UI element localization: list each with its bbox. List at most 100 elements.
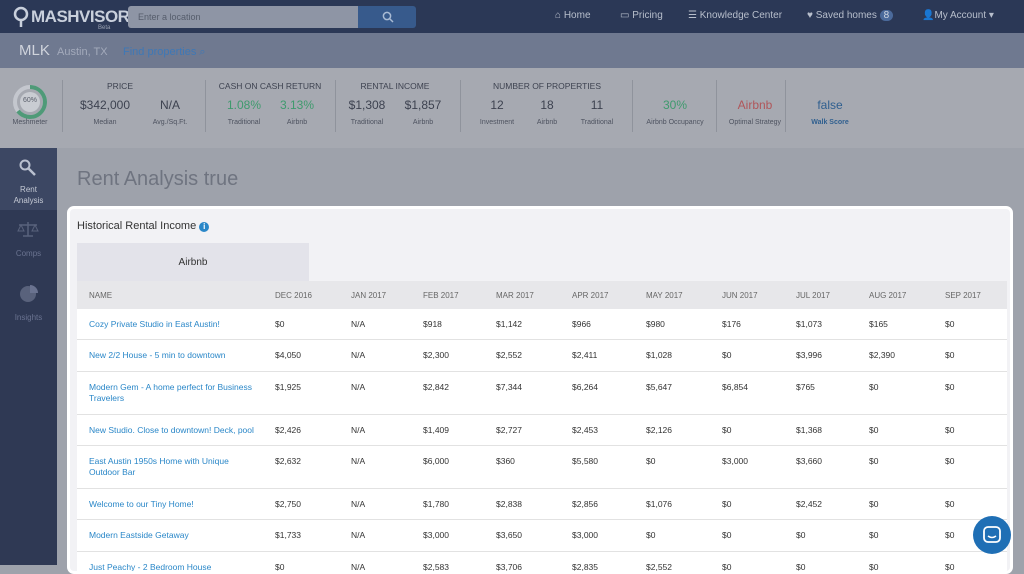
- table-cell: $0: [869, 456, 879, 466]
- table-cell: N/A: [351, 425, 366, 435]
- table-cell: $0: [945, 499, 955, 509]
- stat-value: 30%: [662, 98, 688, 112]
- search-input[interactable]: Enter a location: [128, 6, 358, 28]
- table-cell: $0: [945, 425, 955, 435]
- tab[interactable]: Airbnb: [77, 243, 309, 281]
- table-cell: $0: [796, 562, 806, 572]
- nav-link: Knowledge Center: [699, 10, 783, 21]
- table-cell: $3,650: [496, 530, 522, 540]
- table-cell: $176: [722, 319, 741, 329]
- table-header: NAME DEC 2016 JAN 2017 FEB 2017 MAR 2017 APR …: [77, 281, 1007, 309]
- divider: [785, 80, 786, 132]
- location-city: Austin, TX: [57, 46, 108, 58]
- table-cell: $3,996: [796, 350, 822, 360]
- chat-button[interactable]: [973, 516, 1011, 554]
- table-cell: $6,854: [722, 382, 748, 392]
- sidebar-label: Rent Analysis: [13, 185, 44, 205]
- sidebar-item[interactable]: Insights: [0, 313, 57, 322]
- property-name[interactable]: Modern Gem - A home perfect for Business…: [89, 382, 252, 403]
- table-cell: $0: [869, 530, 879, 540]
- property-name[interactable]: Cozy Private Studio in East Austin!: [89, 319, 220, 329]
- nav-home[interactable]: ⌂ Home: [555, 10, 591, 21]
- table-cell: $0: [945, 350, 955, 360]
- sidebar-item[interactable]: Rent Analysis: [0, 184, 57, 206]
- sidebar-item[interactable]: Comps: [0, 249, 57, 258]
- column-header: FEB 2017: [423, 291, 459, 300]
- table-cell: $1,076: [646, 499, 672, 509]
- group-title: RENTAL INCOME: [360, 81, 430, 91]
- stat-label: Traditional: [580, 119, 614, 126]
- nav-account[interactable]: 👤My Account ▾: [922, 10, 994, 21]
- table-cell: N/A: [351, 456, 366, 466]
- panel-title-text: Historical Rental Income: [77, 220, 197, 232]
- table-cell: $3,660: [796, 456, 822, 466]
- divider: [62, 80, 63, 132]
- stat-label: Traditional: [350, 119, 384, 126]
- table-cell: $2,552: [496, 350, 522, 360]
- property-name[interactable]: Just Peachy - 2 Bedroom House: [89, 562, 212, 572]
- page-heading: Rent Analysis true: [77, 168, 239, 190]
- table-row: Cozy Private Studio in East Austin! $0 N/A…: [77, 309, 1007, 340]
- table-cell: $3,000: [572, 530, 598, 540]
- meshmeter-value: 60%: [22, 97, 38, 104]
- table-cell: $2,750: [275, 499, 301, 509]
- panel: Historical Rental Income i Airbnb NAME DE…: [67, 206, 1013, 574]
- nav-knowledge[interactable]: ☰ Knowledge Center: [688, 10, 783, 21]
- table-cell: $5,647: [646, 382, 672, 392]
- column-header: DEC 2016: [275, 291, 312, 300]
- nav-pricing[interactable]: ▭ Pricing: [620, 10, 663, 21]
- table-cell: $0: [869, 562, 879, 572]
- stat-value: Airbnb: [737, 98, 773, 112]
- table-cell: $1,142: [496, 319, 522, 329]
- column-header: SEP 2017: [945, 291, 981, 300]
- table-cell: $2,390: [869, 350, 895, 360]
- table-cell: $4,050: [275, 350, 301, 360]
- property-name[interactable]: Welcome to our Tiny Home!: [89, 499, 194, 509]
- nav-link: Home: [563, 10, 591, 21]
- table-cell: N/A: [351, 562, 366, 572]
- search-placeholder: Enter a location: [138, 12, 201, 22]
- table-cell: $1,409: [423, 425, 449, 435]
- sidebar-active: [0, 148, 57, 210]
- table-cell: $2,453: [572, 425, 598, 435]
- divider: [716, 80, 717, 132]
- search-button[interactable]: [358, 6, 416, 28]
- stat-label: Optimal Strategy: [728, 119, 782, 126]
- nav-link: My Account: [934, 10, 987, 21]
- nav-saved[interactable]: ♥ Saved homes 8: [807, 10, 894, 21]
- property-name[interactable]: East Austin 1950s Home with Unique Outdo…: [89, 456, 229, 477]
- stat-label: Airbnb: [412, 119, 434, 126]
- table-cell: $2,583: [423, 562, 449, 572]
- tab-label: Airbnb: [178, 257, 208, 268]
- column-header: MAR 2017: [496, 291, 534, 300]
- stat-value: $342,000: [79, 98, 131, 112]
- table-body: Cozy Private Studio in East Austin! $0 N/A…: [77, 309, 1007, 572]
- property-name[interactable]: New Studio. Close to downtown! Deck, poo…: [89, 425, 254, 435]
- sidebar: Rent Analysis Comps Insights: [0, 148, 57, 565]
- table-cell: $3,706: [496, 562, 522, 572]
- table-cell: $6,000: [423, 456, 449, 466]
- table-cell: $3,000: [722, 456, 748, 466]
- table-cell: $2,300: [423, 350, 449, 360]
- table-cell: $765: [796, 382, 815, 392]
- table-cell: $0: [275, 562, 285, 572]
- table-cell: $2,452: [796, 499, 822, 509]
- column-header: APR 2017: [572, 291, 609, 300]
- table-cell: N/A: [351, 499, 366, 509]
- find-properties[interactable]: Find properties ⌕: [123, 46, 206, 58]
- table-cell: $918: [423, 319, 442, 329]
- stat-value: 18: [540, 98, 554, 112]
- table-row: Modern Eastside Getaway $1,733 N/A $3,000 $3…: [77, 520, 1007, 552]
- logo[interactable]: MASHVISOR: [31, 7, 130, 26]
- property-name[interactable]: Modern Eastside Getaway: [89, 530, 189, 540]
- stat-value: N/A: [159, 98, 181, 112]
- property-name[interactable]: New 2/2 House - 5 min to downtown: [89, 350, 226, 360]
- table-cell: N/A: [351, 530, 366, 540]
- table-cell: $6,264: [572, 382, 598, 392]
- stat-label: Airbnb: [286, 119, 308, 126]
- panel-title: Historical Rental Income i: [77, 220, 210, 232]
- divider: [205, 80, 206, 132]
- table-cell: $0: [722, 350, 732, 360]
- stat-value: $1,857: [404, 98, 442, 112]
- table-cell: $2,126: [646, 425, 672, 435]
